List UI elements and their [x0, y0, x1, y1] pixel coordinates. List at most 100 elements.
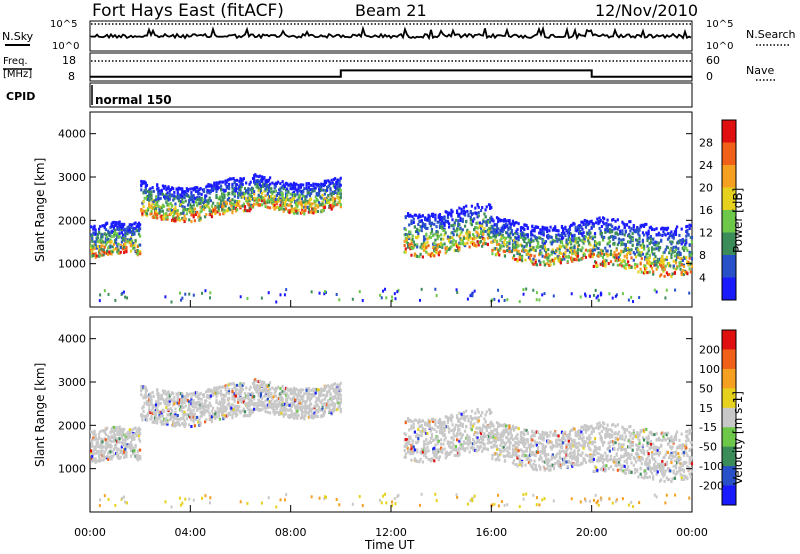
power-point	[624, 244, 627, 248]
power-point	[162, 212, 166, 216]
power-point	[247, 190, 250, 194]
power-point	[157, 186, 160, 190]
power-point	[166, 198, 169, 202]
velocity-point	[265, 385, 268, 389]
power-point	[275, 202, 279, 206]
velocity-point	[221, 400, 224, 404]
power-point	[609, 260, 613, 264]
power-point	[217, 186, 220, 190]
power-point	[413, 225, 417, 229]
power-point	[494, 235, 497, 239]
power-point	[686, 224, 689, 228]
cpid-mode: normal 150	[95, 93, 172, 107]
power-point	[218, 202, 222, 206]
velocity-point	[221, 410, 224, 414]
power-point	[469, 218, 472, 222]
power-point	[580, 249, 583, 253]
power-point	[608, 236, 611, 240]
power-point	[181, 296, 184, 300]
power-point	[196, 203, 199, 207]
power-point	[159, 209, 162, 213]
power-point	[250, 186, 253, 190]
velocity-point	[299, 407, 302, 411]
power-point	[297, 187, 300, 191]
power-point	[316, 193, 320, 197]
power-point	[107, 246, 110, 250]
velocity-point	[326, 401, 329, 405]
velocity-point	[204, 408, 207, 412]
power-point	[112, 220, 116, 224]
power-point	[550, 236, 553, 240]
power-point	[484, 220, 487, 224]
power-point	[596, 254, 599, 258]
velocity-point	[230, 382, 233, 386]
power-point	[539, 236, 542, 240]
power-point	[145, 209, 149, 213]
power-point	[261, 179, 264, 183]
velocity-point	[150, 402, 153, 406]
power-point	[566, 259, 569, 263]
power-point	[233, 187, 236, 191]
velocity-point	[296, 395, 299, 399]
velocity-point	[217, 409, 220, 413]
velocity-point	[328, 409, 331, 413]
power-point	[351, 297, 354, 301]
power-point	[686, 248, 689, 252]
velocity-point	[307, 405, 310, 409]
power-point	[128, 226, 131, 230]
power-point	[544, 227, 548, 231]
power-point	[234, 200, 237, 204]
velocity-point	[299, 388, 302, 392]
power-point	[221, 195, 224, 199]
velocity-point	[331, 407, 334, 411]
velocity-point	[291, 389, 295, 393]
power-point	[497, 231, 500, 235]
velocity-point	[206, 405, 209, 409]
power-point	[124, 227, 127, 231]
power-point	[248, 182, 251, 186]
power-point	[170, 204, 174, 208]
velocity-point	[314, 387, 317, 391]
power-point	[109, 245, 112, 249]
power-point	[636, 263, 639, 267]
velocity-point	[135, 434, 138, 438]
velocity-point	[214, 412, 217, 416]
velocity-point	[295, 405, 298, 409]
power-point	[461, 219, 464, 223]
velocity-point	[310, 402, 313, 406]
power-point	[572, 258, 575, 262]
noise-panel: N.Sky 10^5 10^0 10^5 10^0 N.Search	[2, 19, 796, 52]
power-point	[99, 248, 102, 252]
power-point	[656, 265, 659, 269]
power-point	[315, 183, 318, 187]
velocity-point	[320, 387, 323, 391]
power-point	[621, 220, 624, 224]
velocity-point	[250, 391, 253, 395]
velocity-point	[284, 397, 288, 401]
power-point	[516, 245, 519, 249]
velocity-point	[90, 450, 93, 454]
power-point	[126, 228, 129, 232]
velocity-point	[139, 428, 142, 432]
velocity-point	[237, 392, 240, 396]
velocity-point	[118, 456, 121, 460]
power-point	[428, 252, 431, 256]
power-point	[600, 252, 603, 256]
power-point	[242, 177, 245, 181]
power-point	[115, 237, 118, 241]
velocity-point	[222, 406, 225, 410]
velocity-point	[110, 429, 113, 433]
power-point	[551, 250, 554, 254]
power-point	[279, 293, 282, 297]
velocity-point	[308, 399, 312, 403]
power-point	[549, 240, 552, 244]
velocity-point	[139, 457, 142, 461]
power-point	[205, 194, 208, 198]
power-point	[530, 230, 533, 234]
power-point	[680, 257, 683, 261]
power-point	[432, 253, 435, 257]
velocity-point	[145, 388, 149, 392]
power-point	[104, 250, 108, 254]
velocity-point	[257, 403, 260, 407]
power-point	[592, 293, 595, 297]
